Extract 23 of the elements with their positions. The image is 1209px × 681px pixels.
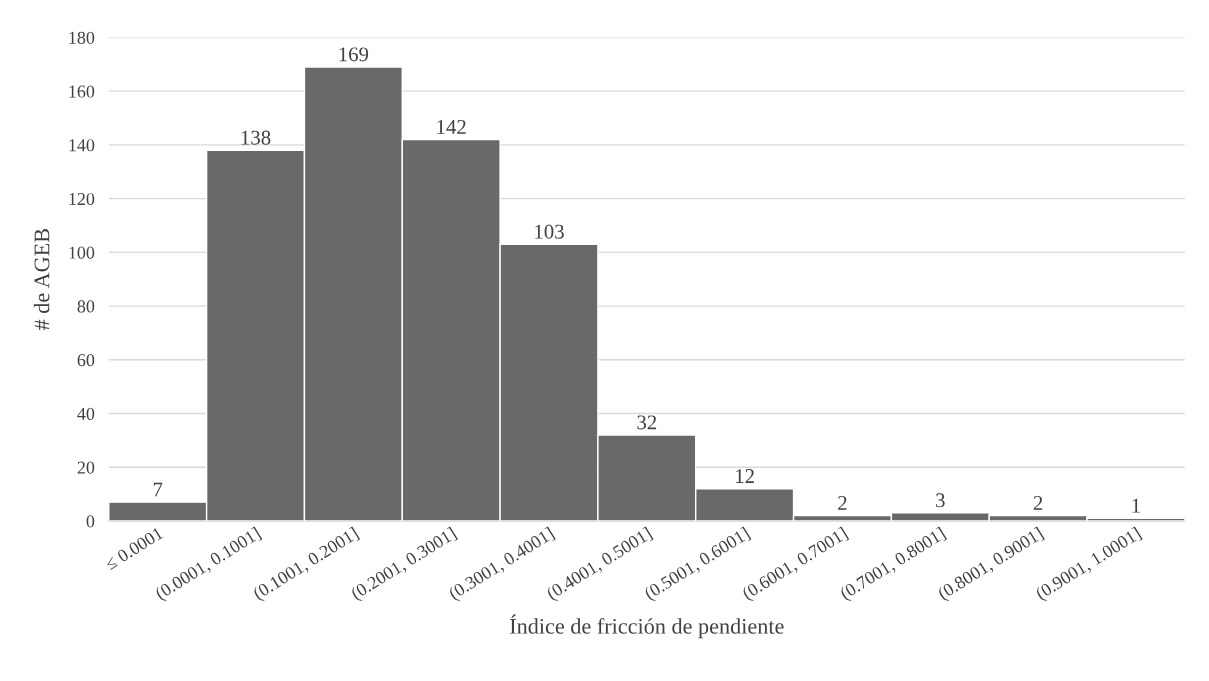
y-tick-label: 160 bbox=[69, 85, 95, 98]
data-label: 12 bbox=[736, 469, 754, 483]
y-tick-label: 100 bbox=[69, 246, 95, 259]
data-label: 142 bbox=[437, 119, 466, 134]
data-label: 169 bbox=[339, 47, 369, 62]
data-label: 32 bbox=[637, 415, 657, 430]
y-axis-title: # de AGEB bbox=[33, 229, 50, 331]
y-tick-label: 140 bbox=[69, 139, 95, 152]
y-tick-label: 60 bbox=[77, 354, 95, 367]
y-tick-label: 80 bbox=[77, 300, 95, 313]
data-label: 2 bbox=[1033, 495, 1043, 510]
data-label: 2 bbox=[838, 495, 847, 510]
y-tick-label: 40 bbox=[77, 407, 95, 420]
data-label: 7 bbox=[153, 482, 163, 497]
x-axis-title: Índice de fricción de pendiente bbox=[510, 614, 784, 639]
y-tick-label: 0 bbox=[86, 515, 95, 528]
y-tick-label: 180 bbox=[69, 31, 95, 44]
y-tick-label: 20 bbox=[77, 461, 95, 474]
y-tick-label: 120 bbox=[69, 192, 95, 206]
data-label: 103 bbox=[535, 224, 564, 239]
data-label: 3 bbox=[936, 493, 945, 508]
data-label: 1 bbox=[1132, 498, 1140, 513]
data-label: 138 bbox=[241, 130, 271, 145]
